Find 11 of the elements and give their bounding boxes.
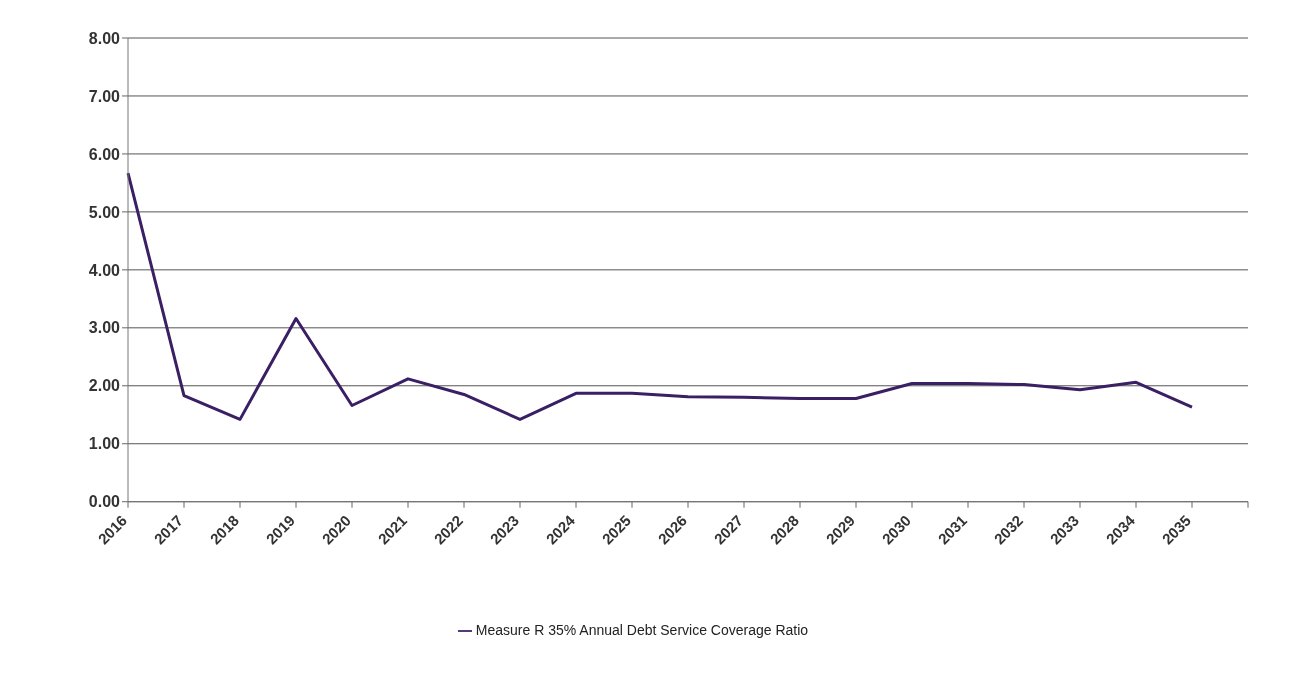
- y-tick-label: 2.00: [88, 377, 121, 395]
- y-tick-label: 3.00: [88, 319, 121, 337]
- y-tick-label: 0.00: [88, 493, 121, 511]
- y-tick-label: 7.00: [88, 87, 121, 105]
- legend-label: Measure R 35% Annual Debt Service Coverage Ratio: [475, 621, 809, 638]
- y-tick-label: 1.00: [88, 435, 121, 453]
- y-tick-label: 8.00: [88, 29, 121, 47]
- y-tick-label: 4.00: [88, 261, 121, 279]
- line-series: [126, 171, 1194, 421]
- y-tick-label: 6.00: [88, 145, 121, 163]
- y-tick-label: 5.00: [88, 203, 121, 221]
